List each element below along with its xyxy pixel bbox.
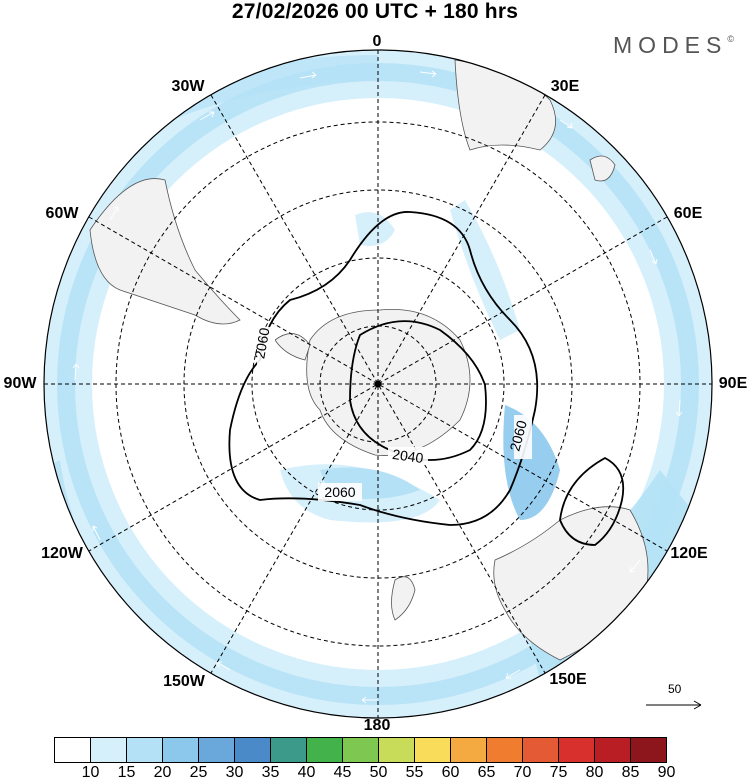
colorbar-tick-label: 30 xyxy=(225,764,244,781)
reference-vector-value: 50 xyxy=(668,682,682,696)
lon-label-60e: 60E xyxy=(673,205,703,222)
colorbar-tick-label: 50 xyxy=(369,764,388,781)
map-title: 27/02/2026 00 UTC + 180 hrs xyxy=(231,0,519,23)
brand-name: MODES xyxy=(613,32,728,58)
colorbar-swatch xyxy=(126,737,163,763)
madagascar-land xyxy=(589,155,616,182)
colorbar-swatch xyxy=(378,737,415,763)
lon-label-60w: 60W xyxy=(45,205,79,222)
colorbar-tick-label: 55 xyxy=(405,764,424,781)
colorbar-tick-label: 80 xyxy=(585,764,604,781)
antarctic-peninsula xyxy=(274,333,311,361)
lon-label-90w: 90W xyxy=(3,375,37,392)
lon-label-120w: 120W xyxy=(41,545,83,562)
contour-2060-main xyxy=(228,211,539,526)
contour-labels: 2040 2060 2060 2060 xyxy=(251,326,532,501)
colorbar-swatch xyxy=(630,737,667,763)
label-2060-south: 2060 xyxy=(324,484,355,500)
lon-label-150e: 150E xyxy=(549,671,587,688)
colorbar-swatch xyxy=(450,737,487,763)
colorbar-tick-label: 75 xyxy=(549,764,568,781)
colorbar-tick-label: 10 xyxy=(81,764,100,781)
colorbar-tick-label: 20 xyxy=(153,764,172,781)
graticule xyxy=(44,50,712,718)
colorbar-swatch xyxy=(558,737,595,763)
height-contours xyxy=(228,211,625,546)
wind-vectors xyxy=(72,70,683,704)
colorbar-tick-label: 35 xyxy=(261,764,280,781)
colorbar-tick-label: 90 xyxy=(657,764,676,781)
colorbar-tick-label: 60 xyxy=(441,764,460,781)
map-border xyxy=(43,49,713,719)
antarctica-land xyxy=(306,309,471,456)
colorbar-tick-label: 65 xyxy=(477,764,496,781)
colorbar-tick-label: 15 xyxy=(117,764,136,781)
lon-label-120e: 120E xyxy=(670,545,708,562)
wind-speed-colorbar xyxy=(54,737,667,763)
colorbar-tick-label: 70 xyxy=(513,764,532,781)
colorbar-tick-label: 85 xyxy=(621,764,640,781)
colorbar-swatch xyxy=(162,737,199,763)
colorbar-swatch xyxy=(270,737,307,763)
colorbar-swatch xyxy=(594,737,631,763)
lon-label-180: 180 xyxy=(363,717,391,734)
label-2060-east: 2060 xyxy=(506,418,530,452)
lon-label-30w: 30W xyxy=(171,78,205,95)
africa-land xyxy=(454,59,557,151)
jet-core-n xyxy=(140,55,378,125)
colorbar-swatch xyxy=(486,737,523,763)
lon-label-150w: 150W xyxy=(163,673,205,690)
modes-logo: MODES© xyxy=(613,32,734,59)
contour-2060-east xyxy=(559,456,625,546)
colorbar-swatch xyxy=(90,737,127,763)
colorbar-tick-label: 25 xyxy=(189,764,208,781)
reference-vector-arrow xyxy=(646,700,702,710)
label-2060-west: 2060 xyxy=(251,326,272,360)
south-america-land xyxy=(89,178,241,325)
new-zealand-land xyxy=(391,576,416,621)
colorbar-swatch xyxy=(522,737,559,763)
shade-band-ne xyxy=(450,200,520,340)
colorbar-swatch xyxy=(234,737,271,763)
colorbar-swatch xyxy=(342,737,379,763)
lon-label-30e: 30E xyxy=(550,78,580,95)
contour-2040 xyxy=(349,320,487,461)
colorbar-swatch xyxy=(198,737,235,763)
lon-label-0: 0 xyxy=(372,33,382,50)
colorbar-tick-label: 40 xyxy=(297,764,316,781)
colorbar-swatch xyxy=(414,737,451,763)
south-pole-marker xyxy=(374,380,382,388)
label-2040: 2040 xyxy=(391,446,424,466)
colorbar-tick-label: 45 xyxy=(333,764,352,781)
lon-label-90e: 90E xyxy=(718,375,748,392)
colorbar-swatch xyxy=(54,737,91,763)
colorbar-swatch xyxy=(306,737,343,763)
copyright-mark: © xyxy=(727,34,734,44)
